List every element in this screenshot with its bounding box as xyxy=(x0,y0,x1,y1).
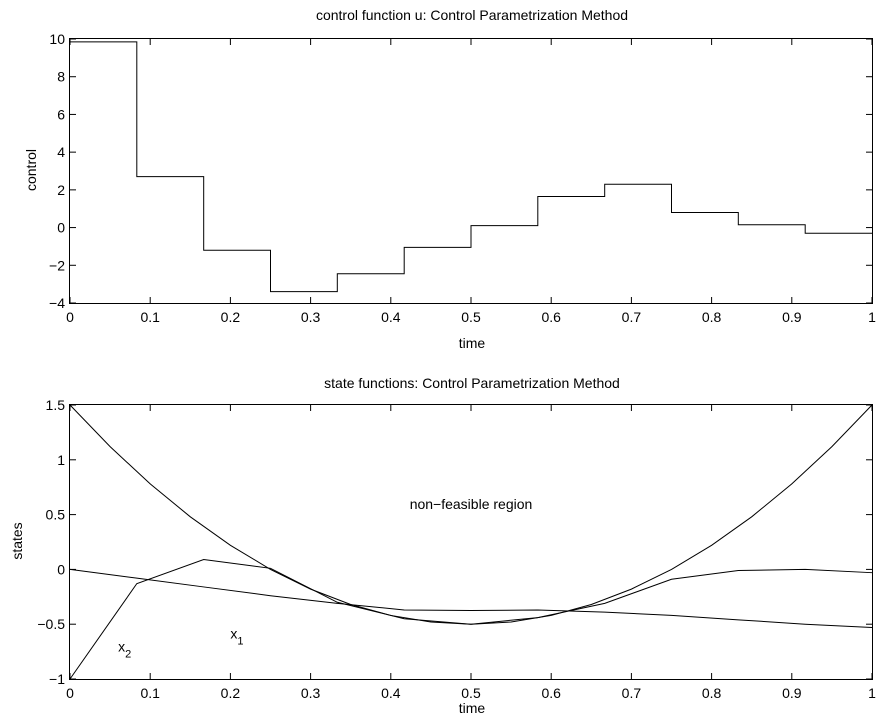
control-chart-x-ticks: 0 0.1 0.2 0.3 0.4 0.5 0.6 0.7 0.8 0.9 1 xyxy=(66,39,876,325)
x-tick-label: 0.2 xyxy=(221,309,241,325)
x-tick-label: 0.9 xyxy=(782,685,802,701)
y-tick-label: 1 xyxy=(57,452,65,468)
y-tick-label: 6 xyxy=(57,106,65,122)
x-tick-label: 0.8 xyxy=(702,309,722,325)
control-chart-xlabel: time xyxy=(459,335,486,351)
x-tick-label: 0 xyxy=(66,309,74,325)
x-tick-label: 0.7 xyxy=(622,309,642,325)
x-tick-label: 0.5 xyxy=(461,309,481,325)
x-tick-label: 0.8 xyxy=(702,685,722,701)
y-tick-label: 0 xyxy=(57,561,65,577)
state-chart: state functions: Control Parametrization… xyxy=(9,375,876,716)
x-tick-label: 0.7 xyxy=(622,685,642,701)
y-tick-label: −0.5 xyxy=(37,616,65,632)
state-chart-x-ticks: 0 0.1 0.2 0.3 0.4 0.5 0.6 0.7 0.8 0.9 1 xyxy=(66,405,876,701)
control-chart-title: control function u: Control Parametrizat… xyxy=(316,7,628,23)
control-chart-axes-box xyxy=(69,38,873,304)
state-chart-series xyxy=(69,404,873,680)
y-tick-label: −2 xyxy=(49,257,65,273)
x-tick-label: 0.1 xyxy=(140,309,160,325)
y-tick-label: 1.5 xyxy=(46,397,66,413)
y-tick-label: 0 xyxy=(57,220,65,236)
annotation-0: non−feasible region xyxy=(410,496,533,512)
state-chart-xlabel: time xyxy=(459,700,486,716)
control-chart-y-ticks: −4 −2 0 2 4 6 8 10 xyxy=(49,31,872,311)
x-tick-label: 0.9 xyxy=(782,309,802,325)
state-chart-title: state functions: Control Parametrization… xyxy=(324,375,620,391)
y-tick-label: 0.5 xyxy=(46,507,66,523)
series-line-0 xyxy=(69,568,873,628)
x-tick-label: 0.3 xyxy=(301,685,321,701)
series-line-2 xyxy=(69,404,873,625)
state-chart-ylabel: states xyxy=(9,522,25,559)
control-chart-ylabel: control xyxy=(23,149,39,191)
annotation-1: x1 xyxy=(230,625,243,647)
x-tick-label: 1 xyxy=(868,685,876,701)
y-tick-label: 2 xyxy=(57,182,65,198)
x-tick-label: 1 xyxy=(868,309,876,325)
x-tick-label: 0.4 xyxy=(381,685,401,701)
y-tick-label: −4 xyxy=(49,295,65,311)
x-tick-label: 0.3 xyxy=(301,309,321,325)
control-chart-series xyxy=(70,41,872,293)
series-line-1 xyxy=(69,559,873,680)
x-tick-label: 0.4 xyxy=(381,309,401,325)
x-tick-label: 0.6 xyxy=(541,309,561,325)
state-chart-axes-box xyxy=(69,404,873,680)
state-chart-annotations: non−feasible region x1 x2 xyxy=(118,496,532,660)
y-tick-label: 8 xyxy=(57,69,65,85)
y-tick-label: 4 xyxy=(57,144,65,160)
x-tick-label: 0 xyxy=(66,685,74,701)
series-line-0 xyxy=(70,41,872,293)
x-tick-label: 0.6 xyxy=(541,685,561,701)
x-tick-label: 0.2 xyxy=(221,685,241,701)
control-chart: control function u: Control Parametrizat… xyxy=(23,7,876,351)
state-chart-y-ticks: −1 −0.5 0 0.5 1 1.5 xyxy=(37,397,872,687)
y-tick-label: −1 xyxy=(49,671,65,687)
x-tick-label: 0.5 xyxy=(461,685,481,701)
annotation-2: x2 xyxy=(118,639,131,661)
y-tick-label: 10 xyxy=(49,31,65,47)
x-tick-label: 0.1 xyxy=(140,685,160,701)
